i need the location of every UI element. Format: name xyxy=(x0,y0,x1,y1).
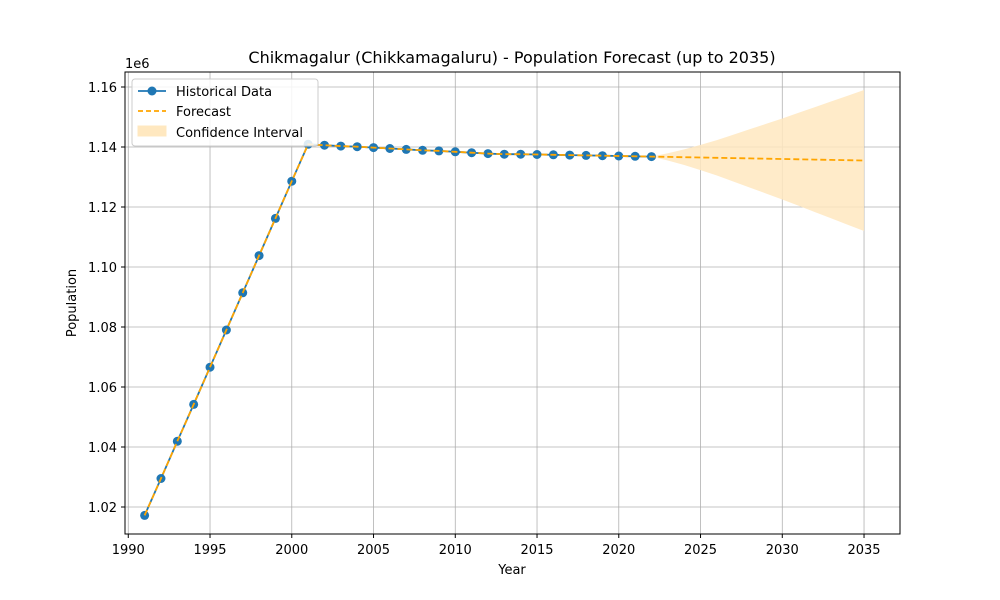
y-tick-label: 1.04 xyxy=(88,441,117,456)
historical-point xyxy=(401,144,411,154)
y-tick-label: 1.02 xyxy=(88,501,117,516)
x-tick-label: 2035 xyxy=(847,543,880,558)
historical-point xyxy=(597,151,607,161)
y-tick-label: 1.14 xyxy=(88,141,117,156)
y-axis-offset-label: 1e6 xyxy=(125,57,150,72)
confidence-band-layer xyxy=(651,90,865,231)
legend-historical-label: Historical Data xyxy=(176,85,272,100)
x-tick-label: 2020 xyxy=(602,543,635,558)
legend-confidence-swatch xyxy=(137,125,167,137)
historical-point xyxy=(205,362,215,372)
confidence-band xyxy=(651,90,865,231)
y-tick-label: 1.12 xyxy=(88,201,117,216)
historical-point xyxy=(581,150,591,160)
historical-point xyxy=(336,141,346,151)
historical-point xyxy=(172,436,182,446)
x-axis-ticks: 1990 1995 2000 2005 2010 2015 2020 2025 2030 2035 xyxy=(112,534,881,558)
x-tick-label: 2025 xyxy=(684,543,717,558)
y-tick-label: 1.10 xyxy=(88,261,117,276)
historical-point xyxy=(516,149,526,159)
historical-point xyxy=(319,140,329,150)
forecast-series xyxy=(143,143,865,516)
y-tick-label: 1.06 xyxy=(88,381,117,396)
x-tick-label: 2010 xyxy=(439,543,472,558)
x-tick-label: 2000 xyxy=(275,543,308,558)
legend-historical-marker xyxy=(147,86,157,96)
x-tick-label: 1995 xyxy=(193,543,226,558)
x-axis-label: Year xyxy=(497,563,526,578)
chart-title: Chikmagalur (Chikkamagaluru) - Populatio… xyxy=(248,48,775,67)
y-tick-label: 1.08 xyxy=(88,321,117,336)
y-axis-label: Population xyxy=(65,269,80,337)
legend-forecast-label: Forecast xyxy=(176,105,231,120)
legend-box xyxy=(131,78,319,147)
forecast-line xyxy=(143,143,865,516)
legend: Historical Data Forecast Confidence Inte… xyxy=(131,78,319,147)
plot-area-frame xyxy=(124,71,901,535)
x-tick-label: 2015 xyxy=(520,543,553,558)
x-tick-label: 2030 xyxy=(766,543,799,558)
legend-confidence-label: Confidence Interval xyxy=(176,126,303,141)
historical-point xyxy=(499,149,509,159)
y-axis-ticks: 1.02 1.04 1.06 1.08 1.10 1.12 1.14 1.16 xyxy=(88,81,125,516)
x-tick-label: 2005 xyxy=(357,543,390,558)
x-tick-label: 1990 xyxy=(112,543,145,558)
historical-point xyxy=(418,145,428,155)
y-tick-label: 1.16 xyxy=(88,81,117,96)
